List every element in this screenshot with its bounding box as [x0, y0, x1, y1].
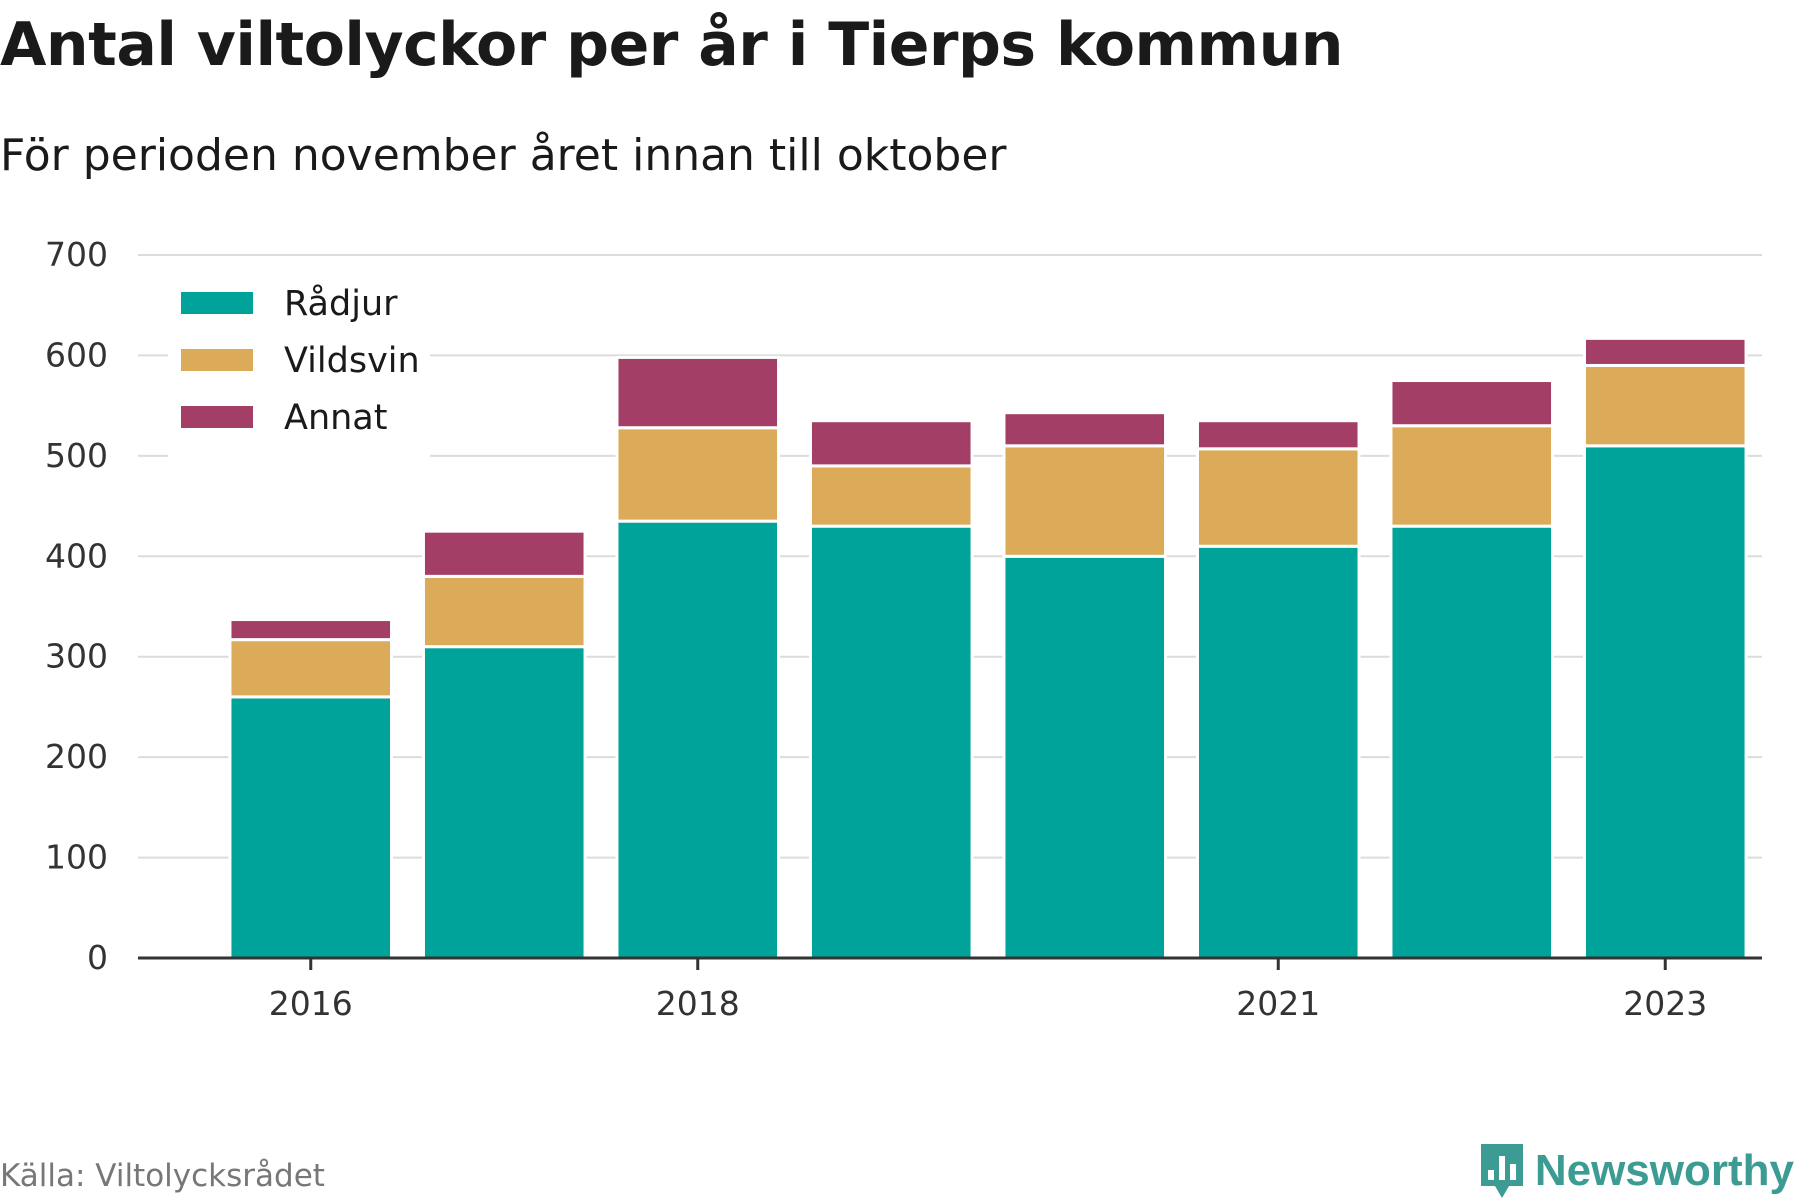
x-tick-label: 2021: [1236, 984, 1320, 1023]
bar-segment: [808, 419, 974, 468]
legend-label: Vildsvin: [284, 341, 420, 381]
bar-segment: [1002, 444, 1168, 558]
bar-segment: [421, 574, 587, 649]
legend-label: Rådjur: [284, 283, 398, 324]
bar-segment: [1002, 554, 1168, 960]
chart-title: Antal viltolyckor per år i Tierps kommun: [0, 10, 1344, 80]
y-tick-label: 500: [45, 436, 108, 475]
y-tick-label: 600: [45, 335, 108, 374]
bar-segment: [1195, 419, 1361, 451]
y-tick-label: 0: [87, 938, 108, 977]
legend-swatch: [181, 349, 253, 371]
y-tick-label: 100: [45, 838, 108, 877]
x-tick-label: 2023: [1623, 984, 1707, 1023]
bar-segment: [808, 524, 974, 960]
legend: Rådjur Vildsvin Annat: [168, 270, 430, 458]
bar-segment: [1195, 544, 1361, 960]
bar-segment: [808, 464, 974, 528]
legend-swatch: [181, 292, 253, 314]
legend-label: Annat: [284, 398, 387, 438]
legend-swatch: [181, 406, 253, 428]
bar-segment: [1389, 524, 1555, 960]
bars: [228, 336, 1748, 960]
bar-segment: [1582, 444, 1748, 960]
source-note: Källa: Viltolycksrådet: [0, 1158, 325, 1194]
bar-segment: [228, 618, 394, 642]
y-tick-label: 300: [45, 637, 108, 676]
newsworthy-logo-icon: [1480, 1144, 1523, 1198]
brand-name: Newsworthy: [1534, 1146, 1794, 1195]
bar-segment: [228, 638, 394, 699]
bar-segment: [421, 529, 587, 578]
axes: 0 100 200 300 400 500 600 700 2016 2018 2021 2023: [45, 235, 1762, 1023]
bar-segment: [1389, 379, 1555, 428]
x-tick-label: 2016: [269, 984, 353, 1023]
bar-segment: [228, 695, 394, 960]
stacked-bar-chart: 0 100 200 300 400 500 600 700 2016 2018 2021 2023 R…: [45, 235, 1762, 1023]
y-tick-label: 200: [45, 737, 108, 776]
chart-subtitle: För perioden november året innan till ok…: [0, 130, 1007, 181]
bar-segment: [1002, 411, 1168, 448]
bar-segment: [1582, 336, 1748, 367]
bar-segment: [615, 519, 781, 960]
bar-segment: [1389, 424, 1555, 528]
y-tick-label: 700: [45, 235, 108, 274]
bar-segment: [421, 645, 587, 960]
bar-segment: [615, 426, 781, 523]
bar-segment: [615, 355, 781, 430]
bar-segment: [1195, 447, 1361, 548]
bar-segment: [1582, 363, 1748, 448]
x-tick-label: 2018: [656, 984, 740, 1023]
brand-logo: Newsworthy: [1479, 1142, 1794, 1200]
y-tick-label: 400: [45, 536, 108, 575]
